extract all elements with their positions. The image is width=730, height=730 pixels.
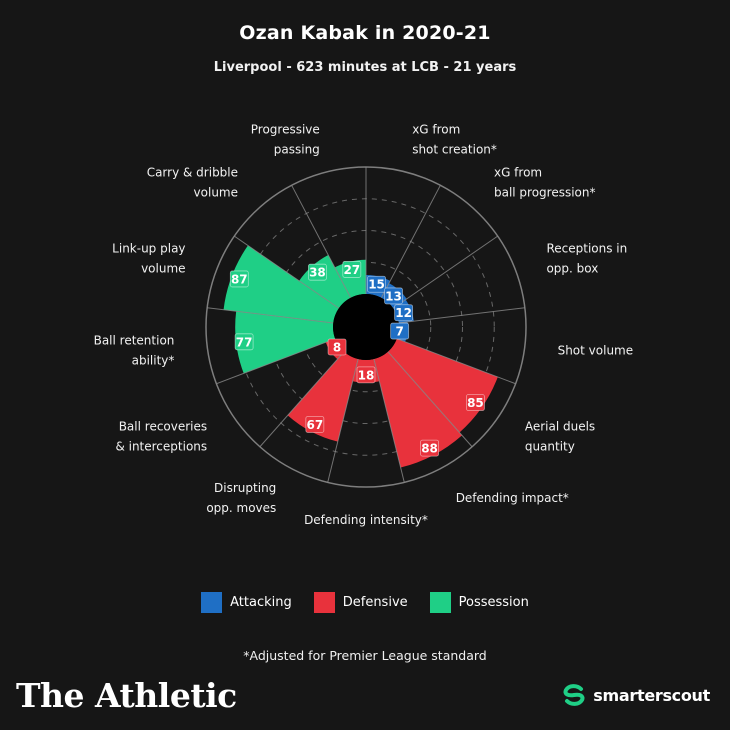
- bar-wedge: [373, 351, 462, 468]
- spoke-line: [398, 307, 525, 324]
- spoke-line: [234, 235, 340, 309]
- spoke-line: [392, 235, 498, 309]
- category-label-line: ball progression*: [494, 186, 596, 200]
- value-label: 88: [421, 442, 438, 456]
- value-badge: [420, 439, 439, 457]
- smarterscout-logo: smarterscout: [561, 684, 710, 706]
- value-badge: [384, 287, 403, 305]
- smarterscout-wordmark: smarterscout: [593, 685, 710, 705]
- category-label-line: volume: [194, 186, 238, 200]
- value-badge: [356, 366, 376, 384]
- category-label: Carry & dribble volume: [147, 166, 238, 200]
- footnote: *Adjusted for Premier League standard: [243, 648, 487, 663]
- value-label: 38: [309, 266, 326, 280]
- value-label: 12: [395, 306, 412, 320]
- category-label-line: Aerial duels: [525, 420, 595, 434]
- bar-wedge: [287, 351, 359, 442]
- category-label-line: Receptions in: [546, 242, 627, 256]
- category-label: Ball recoveries & interceptions: [115, 420, 207, 454]
- spoke-line: [380, 185, 441, 299]
- chart-title: Ozan Kabak in 2020-21: [239, 22, 491, 44]
- category-label: Disrupting opp. moves: [206, 481, 276, 515]
- legend-label-possession: Possession: [458, 595, 529, 610]
- spoke-line: [387, 351, 473, 448]
- value-label: 15: [368, 278, 385, 292]
- category-label-line: Ball retention: [94, 333, 175, 347]
- spoke-line: [327, 358, 359, 483]
- the-athletic-logo: The Athletic: [16, 676, 237, 715]
- value-badge: [327, 338, 347, 356]
- category-label-line: Carry & dribble: [147, 166, 238, 180]
- category-label: xG from shot creation*: [412, 123, 497, 157]
- value-badge: [367, 275, 386, 293]
- category-label-line: quantity: [525, 440, 575, 454]
- legend-swatch-defensive: [313, 592, 335, 613]
- category-label: xG from ball progression*: [494, 166, 596, 200]
- legend-label-attacking: Attacking: [230, 595, 292, 610]
- category-label-line: & interceptions: [115, 440, 207, 454]
- value-label: 27: [343, 263, 360, 277]
- legend-label-defensive: Defensive: [342, 595, 408, 610]
- spoke-line: [207, 307, 334, 324]
- value-label: 7: [395, 325, 403, 339]
- category-label-line: ability*: [132, 353, 175, 367]
- center-hole: [333, 294, 399, 360]
- category-label-line: opp. box: [546, 262, 598, 276]
- category-label-line: volume: [141, 262, 185, 276]
- category-label-line: Progressive: [251, 123, 320, 137]
- legend-item-possession: Possession: [429, 592, 529, 613]
- category-label-line: Link-up play: [112, 242, 185, 256]
- value-label: 85: [467, 396, 484, 410]
- category-label: Ball retention ability*: [94, 333, 175, 367]
- category-label: Progressive passing: [251, 123, 320, 157]
- category-label-line: Ball recoveries: [119, 420, 207, 434]
- spoke-line: [259, 351, 345, 448]
- value-badge: [342, 261, 362, 278]
- value-badge: [229, 270, 249, 288]
- category-label: Link-up play volume: [112, 242, 185, 276]
- category-label-line: Disrupting: [214, 481, 276, 495]
- value-badge: [466, 394, 485, 411]
- category-label: Shot volume: [558, 343, 634, 357]
- category-label-line: xG from: [412, 123, 460, 137]
- legend-item-defensive: Defensive: [313, 592, 408, 613]
- value-label: 13: [385, 289, 402, 303]
- value-label: 77: [236, 335, 253, 349]
- category-label-line: passing: [274, 143, 320, 157]
- category-label-line: Defending intensity*: [304, 513, 428, 527]
- category-label-line: Shot volume: [558, 343, 634, 357]
- value-label: 87: [231, 272, 248, 286]
- category-label-line: opp. moves: [206, 501, 276, 515]
- spoke-line: [216, 338, 336, 385]
- category-label: Defending impact*: [456, 491, 569, 505]
- category-label-line: Defending impact*: [456, 491, 569, 505]
- value-label: 8: [333, 340, 341, 354]
- category-label: Aerial duels quantity: [525, 420, 595, 454]
- value-badge: [234, 333, 254, 351]
- category-label-line: shot creation*: [412, 143, 497, 157]
- spoke-line: [396, 338, 516, 385]
- value-label: 18: [358, 368, 375, 382]
- smarterscout-icon: [563, 684, 585, 706]
- spoke-line: [291, 185, 352, 299]
- value-label: 67: [306, 418, 323, 432]
- bar-wedge: [223, 245, 339, 324]
- value-badge: [305, 416, 325, 433]
- legend-item-attacking: Attacking: [201, 592, 292, 613]
- category-label: Defending intensity*: [304, 513, 428, 527]
- legend: Attacking Defensive Possession: [0, 592, 730, 613]
- legend-swatch-possession: [429, 592, 451, 613]
- category-label-line: xG from: [494, 166, 542, 180]
- value-badge: [394, 304, 414, 322]
- category-label: Receptions in opp. box: [546, 242, 627, 276]
- value-badge: [390, 322, 410, 340]
- bar-wedge: [235, 311, 336, 374]
- spoke-line: [373, 358, 405, 483]
- value-badge: [308, 263, 327, 281]
- legend-swatch-attacking: [201, 592, 223, 613]
- chart-subtitle: Liverpool - 623 minutes at LCB - 21 year…: [213, 60, 517, 75]
